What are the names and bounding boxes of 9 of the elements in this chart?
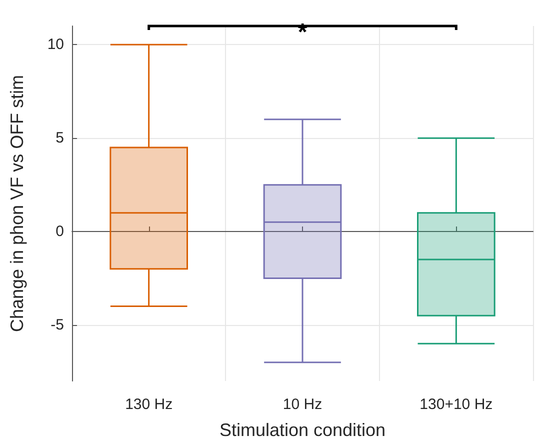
x-tick-label: 130 Hz <box>125 396 173 413</box>
y-tick-label: -5 <box>50 316 64 334</box>
y-tick-label: 5 <box>56 130 64 147</box>
y-tick-label: 0 <box>56 223 64 240</box>
y-tick-label: 10 <box>47 36 64 54</box>
x-tick-label: 130+10 Hz <box>420 396 493 413</box>
y-axis-title: Change in phon VF vs OFF stim <box>7 74 27 332</box>
x-axis-title: Stimulation condition <box>219 420 386 440</box>
x-tick-label: 10 Hz <box>282 396 322 413</box>
